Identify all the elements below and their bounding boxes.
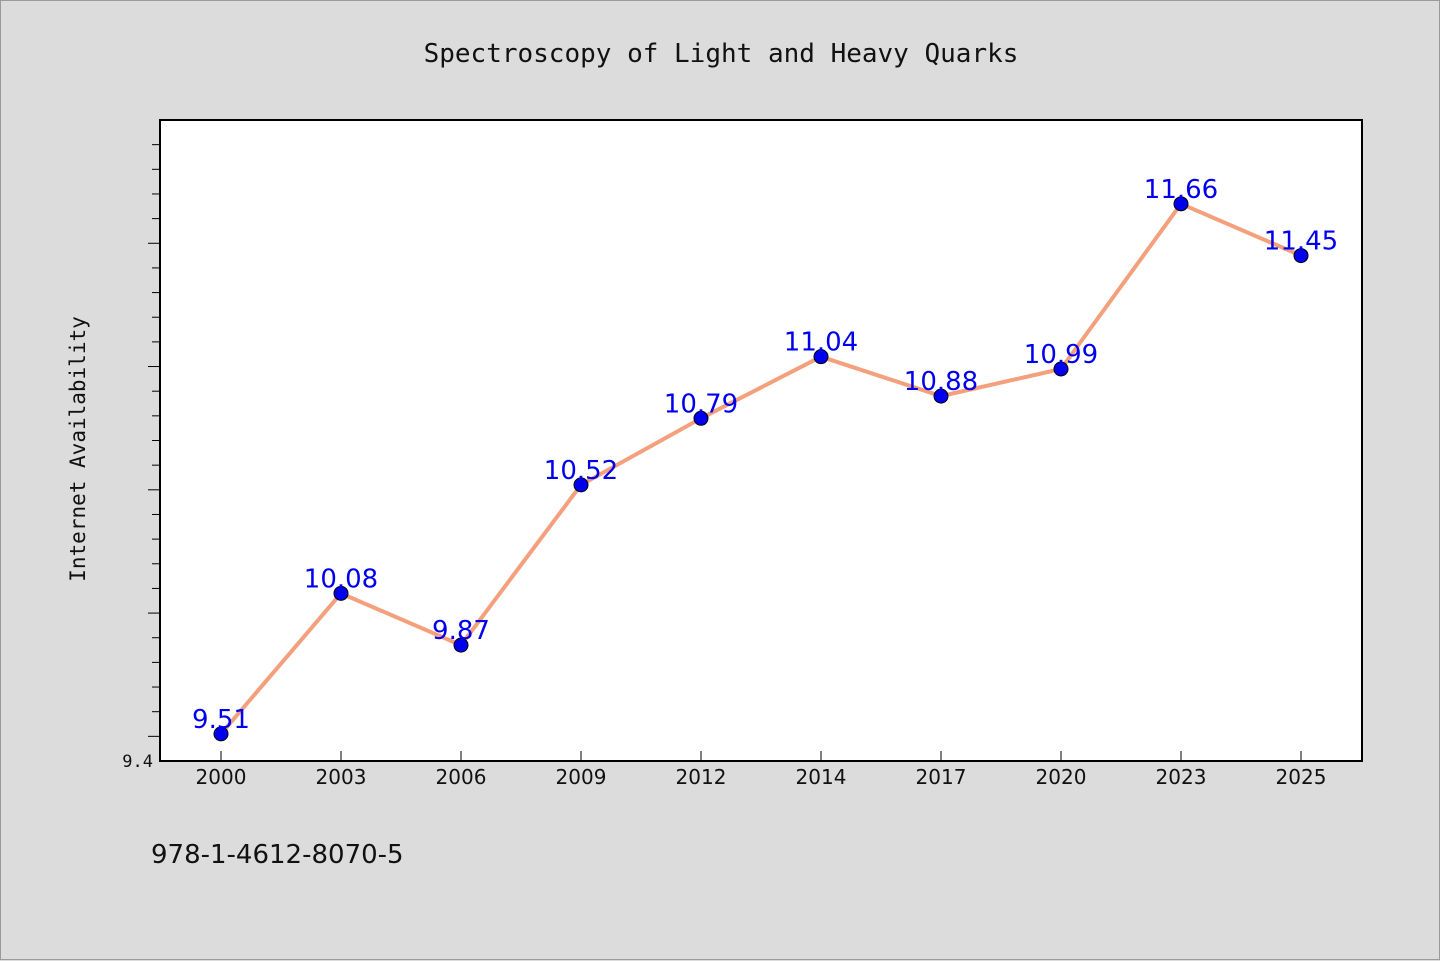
plot-area (159, 119, 1363, 762)
x-tick-label: 2012 (676, 765, 727, 789)
data-label: 9.51 (192, 705, 250, 735)
x-tick-label: 2000 (196, 765, 247, 789)
data-label: 10.79 (664, 389, 738, 419)
data-label: 10.52 (544, 456, 618, 486)
x-axis-tick-labels: 2000 2003 2006 2009 2012 2014 2017 2020 2023 2025 (196, 765, 1327, 789)
x-tick-label: 2020 (1036, 765, 1087, 789)
x-tick-label: 2017 (916, 765, 967, 789)
footnote-isbn: 978-1-4612-8070-5 (151, 840, 404, 870)
x-tick-label: 2014 (796, 765, 847, 789)
data-point (813, 349, 829, 365)
data-point (1293, 248, 1309, 264)
y-tick-label: 9.4 (122, 752, 153, 772)
data-point (1173, 196, 1189, 212)
data-point (453, 637, 469, 653)
data-label: 10.08 (304, 564, 378, 594)
data-label: 9.87 (432, 616, 490, 646)
data-point (693, 410, 709, 426)
x-tick-label: 2003 (316, 765, 367, 789)
data-label: 11.45 (1264, 227, 1338, 257)
data-label: 11.66 (1144, 175, 1218, 205)
y-axis-label: Internet Availability (66, 316, 90, 582)
x-tick-label: 2025 (1276, 765, 1327, 789)
y-axis-ticks (148, 144, 160, 737)
series-lines (219, 201, 1302, 736)
chart-title: Spectroscopy of Light and Heavy Quarks (424, 39, 1019, 69)
data-point (933, 388, 949, 404)
data-point (1053, 361, 1069, 377)
data-point (573, 477, 589, 493)
x-tick-label: 2023 (1156, 765, 1207, 789)
data-point (213, 726, 229, 742)
data-label: 10.88 (904, 367, 978, 397)
x-tick-label: 2009 (556, 765, 607, 789)
y-axis-tick-labels: 9.4 (122, 752, 153, 772)
data-labels: 9.51 10.08 9.87 10.52 10.79 11.04 10.88 10.99 11… (192, 175, 1338, 735)
x-axis-ticks (220, 751, 1302, 761)
data-label: 10.99 (1024, 340, 1098, 370)
series-line (219, 201, 1302, 736)
data-label: 11.04 (784, 328, 858, 358)
x-tick-label: 2006 (436, 765, 487, 789)
data-point (333, 585, 349, 601)
series-markers (213, 196, 1309, 742)
